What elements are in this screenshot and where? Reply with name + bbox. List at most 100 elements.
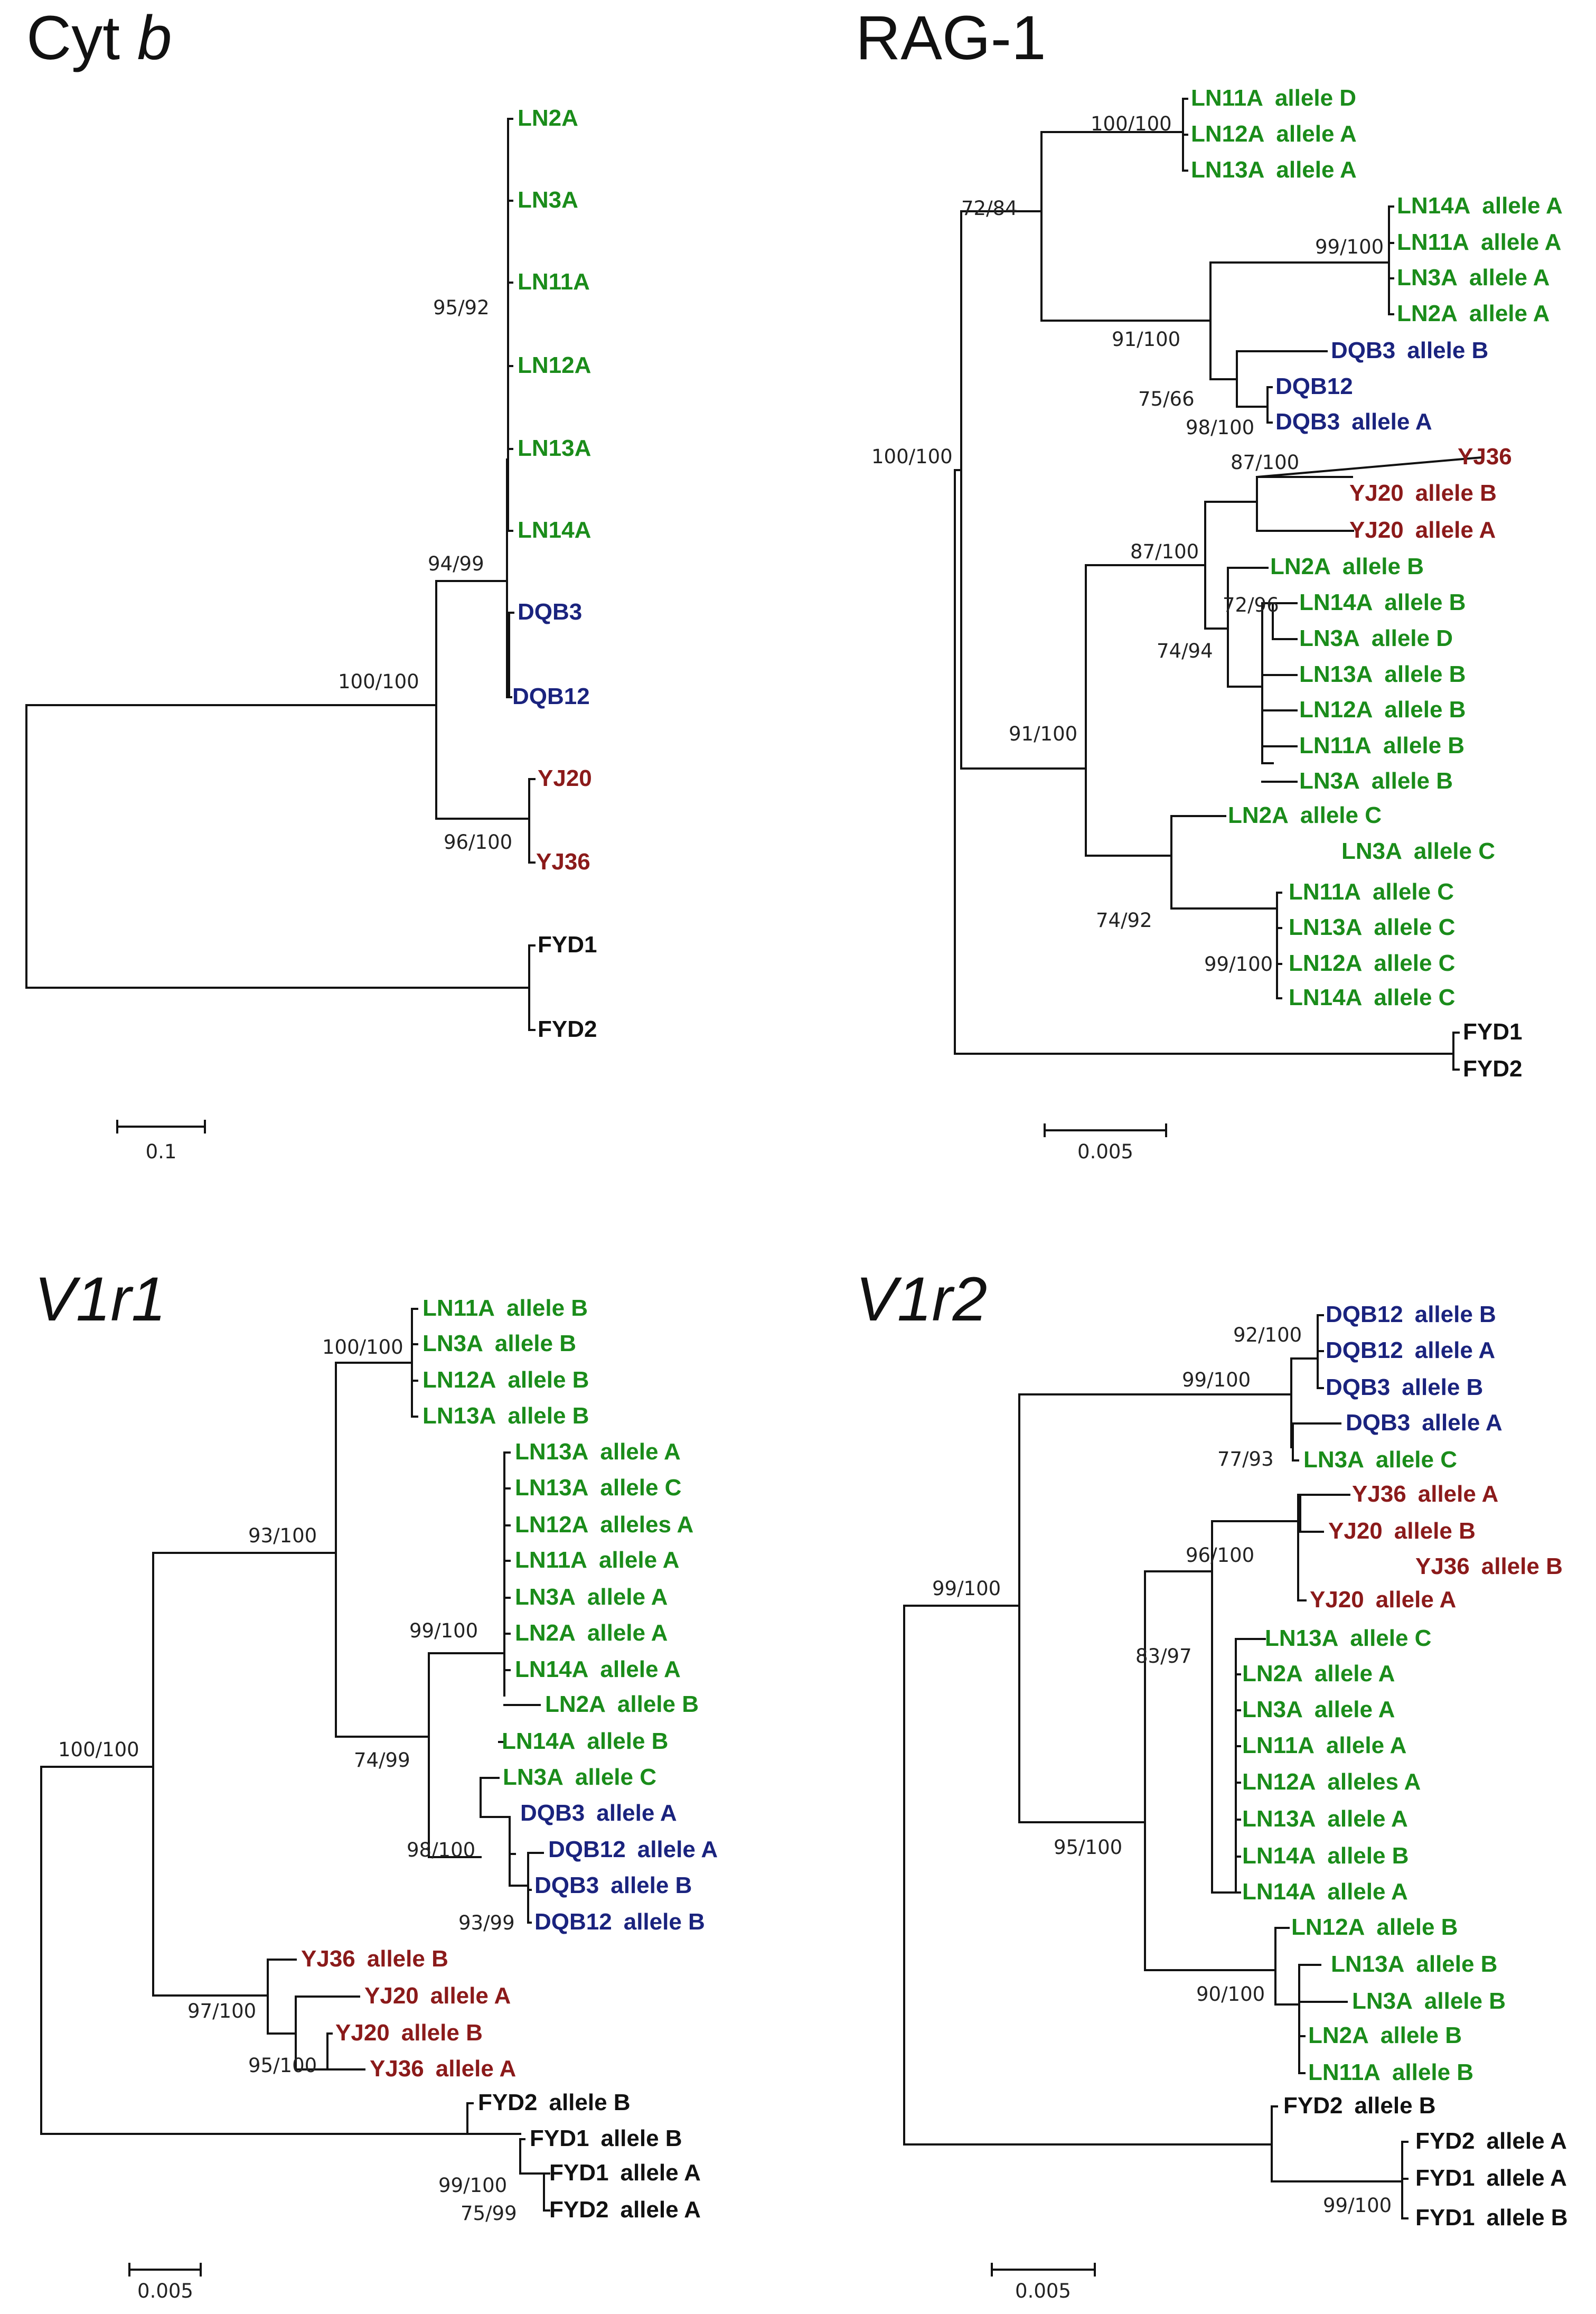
taxon-name: FYD2 bbox=[1463, 1056, 1522, 1082]
taxon-label: DQB3 allele B bbox=[534, 1872, 692, 1898]
allele-label: allele B bbox=[1415, 1301, 1496, 1327]
taxon-name: LN12A bbox=[518, 352, 591, 378]
allele-label: allele A bbox=[596, 1800, 677, 1826]
bootstrap-support-label: 100/100 bbox=[1091, 113, 1172, 135]
allele-label: allele A bbox=[1376, 1587, 1456, 1613]
taxon-label: LN11A allele A bbox=[1242, 1732, 1406, 1758]
allele-label: allele C bbox=[600, 1475, 681, 1501]
taxon-label: LN3A allele C bbox=[1341, 838, 1495, 864]
taxon-name: DQB3 bbox=[534, 1872, 599, 1898]
bootstrap-support-label: 74/94 bbox=[1157, 640, 1213, 662]
taxon-name: LN11A bbox=[1299, 733, 1372, 758]
bootstrap-support-label: 90/100 bbox=[1196, 1983, 1265, 2006]
allele-label: allele B bbox=[1327, 1843, 1409, 1869]
taxon-name: LN11A bbox=[423, 1295, 495, 1321]
tree-edges-v1r2 bbox=[903, 1314, 1409, 2219]
taxon-name: DQB12 bbox=[548, 1837, 626, 1862]
taxon-label: FYD1 allele B bbox=[530, 2125, 682, 2151]
allele-label: allele B bbox=[611, 1872, 692, 1898]
bootstrap-support-label: 72/84 bbox=[961, 197, 1018, 220]
bootstrap-support-label: 100/100 bbox=[58, 1738, 139, 1761]
taxon-label: FYD2 allele A bbox=[549, 2197, 701, 2223]
allele-label: allele B bbox=[1354, 2093, 1435, 2119]
allele-label: allele B bbox=[1383, 733, 1464, 758]
taxon-label: LN11A allele B bbox=[1308, 2059, 1473, 2085]
taxon-label: LN11A allele A bbox=[1397, 229, 1561, 255]
taxon-name: DQB12 bbox=[1326, 1301, 1403, 1327]
taxon-label: LN14A allele A bbox=[1397, 193, 1563, 219]
tree-edges-rag1 bbox=[954, 98, 1483, 1071]
taxon-name: LN14A bbox=[502, 1728, 575, 1754]
taxon-label: YJ20 bbox=[538, 765, 592, 791]
allele-label: allele A bbox=[587, 1584, 668, 1610]
allele-label: allele A bbox=[600, 1439, 680, 1465]
taxon-label: LN2A bbox=[518, 105, 578, 131]
taxon-name: LN11A bbox=[518, 269, 590, 295]
taxon-label: LN11A allele D bbox=[1191, 85, 1356, 111]
taxon-name: FYD2 bbox=[478, 2090, 537, 2115]
bootstrap-support-label: 93/99 bbox=[458, 1912, 515, 1934]
allele-label: allele A bbox=[1482, 193, 1562, 219]
allele-label: allele A bbox=[1486, 2128, 1566, 2154]
allele-label: allele A bbox=[1481, 229, 1561, 255]
allele-label: allele A bbox=[1351, 409, 1432, 435]
taxon-label: FYD1 allele B bbox=[1415, 2205, 1568, 2231]
scale-label-v1r1: 0.005 bbox=[137, 2280, 193, 2302]
taxon-name: LN3A bbox=[515, 1584, 576, 1610]
taxon-name: YJ20 bbox=[364, 1983, 419, 2009]
allele-label: allele B bbox=[1407, 338, 1488, 363]
taxon-label: YJ20 allele B bbox=[1328, 1518, 1476, 1544]
taxon-label: LN3A allele A bbox=[515, 1584, 668, 1610]
taxon-name: LN11A bbox=[1242, 1732, 1315, 1758]
bootstrap-support-label: 99/100 bbox=[1323, 2194, 1392, 2217]
bootstrap-support-label: 74/99 bbox=[354, 1749, 410, 1772]
taxon-name: LN14A bbox=[518, 517, 591, 543]
panel-v1r1: V1r1 100/100 93/100 99/100 100/100 74/99 98/1… bbox=[34, 1264, 718, 2302]
support-values-rag1: 100/100 72/84 99/100 91/100 75/66 98/100 100/1… bbox=[871, 113, 1384, 976]
taxon-name: LN13A bbox=[1299, 661, 1373, 687]
taxon-name: LN11A bbox=[1191, 85, 1263, 111]
taxon-label: YJ36 allele B bbox=[1415, 1553, 1563, 1579]
taxon-name: FYD2 bbox=[538, 1016, 597, 1042]
scale-bar-v1r1: 0.005 bbox=[128, 2263, 202, 2302]
taxon-name: FYD1 bbox=[538, 932, 597, 958]
taxon-name: LN3A bbox=[423, 1331, 483, 1356]
allele-label: allele A bbox=[1315, 1697, 1395, 1722]
allele-label: allele A bbox=[1327, 1806, 1407, 1832]
taxon-label: YJ36 bbox=[1458, 444, 1512, 470]
taxon-label: LN13A allele A bbox=[1242, 1806, 1408, 1832]
taxon-name: DQB3 bbox=[1326, 1374, 1390, 1400]
taxon-name: LN11A bbox=[515, 1547, 587, 1573]
taxon-label: LN12A allele B bbox=[423, 1367, 589, 1393]
allele-label: allele B bbox=[506, 1295, 588, 1321]
taxon-name: LN13A bbox=[1242, 1806, 1316, 1832]
allele-label: allele B bbox=[1394, 1518, 1476, 1544]
taxon-label: LN13A allele A bbox=[515, 1439, 681, 1465]
taxon-name: LN3A bbox=[1352, 1988, 1413, 2014]
taxon-label: DQB3 allele B bbox=[1331, 338, 1488, 363]
panel-title-rag1: RAG-1 bbox=[856, 3, 1046, 73]
taxon-name: LN3A bbox=[1299, 768, 1360, 794]
taxon-label: LN12A allele A bbox=[1191, 121, 1357, 147]
allele-label: allele A bbox=[599, 1547, 679, 1573]
taxon-name: YJ20 bbox=[538, 765, 592, 791]
taxon-label: LN13A allele C bbox=[1265, 1625, 1431, 1651]
allele-label: allele A bbox=[1315, 1661, 1395, 1687]
allele-label: allele C bbox=[1374, 914, 1455, 940]
taxon-label: FYD2 bbox=[538, 1016, 597, 1042]
taxon-name: LN3A bbox=[1303, 1447, 1364, 1473]
taxon-name: LN12A bbox=[423, 1367, 496, 1393]
bootstrap-support-label: 75/99 bbox=[461, 2202, 517, 2225]
allele-label: allele A bbox=[1469, 301, 1550, 326]
bootstrap-support-label: 97/100 bbox=[187, 2000, 256, 2022]
taxon-label: LN13A allele B bbox=[1299, 661, 1466, 687]
taxon-label: DQB12 allele A bbox=[1326, 1337, 1495, 1363]
taxon-name: FYD2 bbox=[1283, 2093, 1342, 2119]
tree-branch bbox=[1255, 456, 1483, 479]
taxon-name: LN2A bbox=[1397, 301, 1458, 326]
taxon-label: FYD1 bbox=[1463, 1019, 1522, 1045]
taxon-label: LN3A allele A bbox=[1397, 265, 1550, 291]
taxon-name: LN14A bbox=[1289, 985, 1362, 1010]
